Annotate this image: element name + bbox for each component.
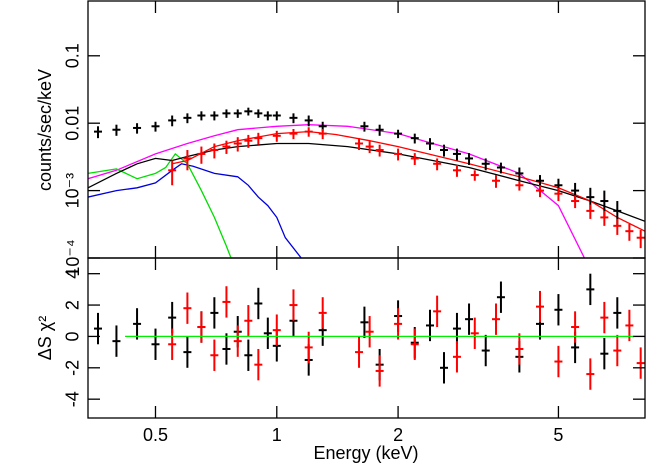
y-axis-label: ΔS χ² [35,316,55,360]
y-tick-label: 2 [63,300,83,310]
model-line [88,142,645,222]
x-tick-label: 2 [393,425,403,445]
y-tick-label: 10⁻³ [63,173,83,209]
y-tick-label: 0 [63,331,83,341]
model-line [88,152,232,258]
residual-plot [94,273,645,390]
x-tick-label: 5 [553,425,563,445]
y-tick-label: 0.1 [63,43,83,68]
residual-frame [87,257,646,419]
x-tick-label: 0.5 [143,425,168,445]
model-line [172,130,645,232]
x-tick-label: 1 [272,425,282,445]
model-line [88,163,302,258]
spectrum-plot [88,107,645,258]
y-tick-label: -2 [63,360,83,376]
model-line [88,124,585,258]
y-tick-label: 4 [63,269,83,279]
x-axis-label: Energy (keV) [313,443,418,463]
y-tick-label: 10⁻⁴ [63,239,83,276]
y-tick-label: 0.01 [63,106,83,141]
y-axis-label: counts/sec/keV [35,69,55,191]
axes: 0.1 0.01 10⁻³ 10⁻⁴ 0.5 1 2 5 -4 -2 0 2 4 [63,1,645,445]
y-tick-label: -4 [63,391,83,407]
